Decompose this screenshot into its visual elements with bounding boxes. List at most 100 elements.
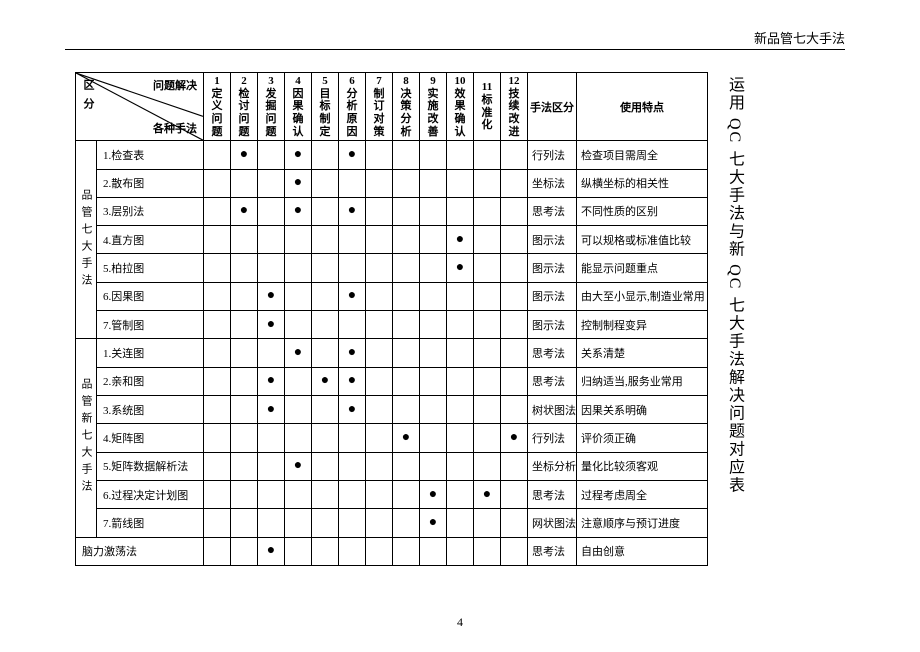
corner-top-label: 问题解决: [153, 77, 197, 93]
method-cell: 坐标分析: [528, 452, 577, 480]
step-cell: [501, 197, 528, 225]
table-row: 3.系统图●●树状图法因果关系明确: [76, 396, 708, 424]
feature-cell: 注意顺序与预订进度: [577, 509, 708, 537]
method-cell: 行列法: [528, 141, 577, 169]
step-cell: [501, 169, 528, 197]
step-cell: [420, 396, 447, 424]
page-number: 4: [0, 615, 920, 630]
step-cell: [447, 339, 474, 367]
step-cell: [393, 254, 420, 282]
step-cell: [258, 254, 285, 282]
step-cell: ●: [258, 311, 285, 339]
step-cell: [366, 452, 393, 480]
row-label: 7.管制图: [97, 311, 204, 339]
dot-mark: ●: [267, 288, 275, 303]
step-cell: [258, 226, 285, 254]
step-cell: ●: [285, 339, 312, 367]
step-cell: [339, 254, 366, 282]
feature-cell: 能显示问题重点: [577, 254, 708, 282]
step-cell: [204, 509, 231, 537]
method-cell: 思考法: [528, 367, 577, 395]
step-cell: [474, 311, 501, 339]
step-cell: [393, 141, 420, 169]
step-cell: [339, 311, 366, 339]
table-row: 4.直方图●图示法可以规格或标准值比较: [76, 226, 708, 254]
dot-mark: ●: [510, 430, 518, 445]
step-cell: [420, 197, 447, 225]
step-cell: [204, 424, 231, 452]
feature-cell: 可以规格或标准值比较: [577, 226, 708, 254]
method-cell: 坐标法: [528, 169, 577, 197]
step-cell: [474, 424, 501, 452]
step-cell: [231, 480, 258, 508]
feature-cell: 评价须正确: [577, 424, 708, 452]
step-cell: [474, 537, 501, 565]
feature-cell: 量化比较须客观: [577, 452, 708, 480]
step-cell: [393, 197, 420, 225]
step-cell: [420, 537, 447, 565]
step-cell: [420, 452, 447, 480]
dot-mark: ●: [294, 175, 302, 190]
dot-mark: ●: [348, 402, 356, 417]
step-cell: [204, 339, 231, 367]
group-label: 品管七大手法: [76, 141, 97, 339]
dot-mark: ●: [429, 487, 437, 502]
step-cell: [393, 537, 420, 565]
step-cell: [366, 141, 393, 169]
step-cell: [474, 197, 501, 225]
step-cell: [204, 141, 231, 169]
row-label: 3.系统图: [97, 396, 204, 424]
method-cell: 图示法: [528, 311, 577, 339]
step-cell: [312, 311, 339, 339]
step-cell: [474, 282, 501, 310]
header-text: 新品管七大手法: [754, 31, 845, 46]
corner-side-label: 区分: [80, 79, 96, 117]
feature-cell: 检查项目需周全: [577, 141, 708, 169]
content-area: 区分 问题解决 各种手法 1定义问题2检讨问题3发掘问题4因果确认5目标制定6分…: [75, 72, 746, 566]
step-cell: [312, 197, 339, 225]
feature-cell: 自由创意: [577, 537, 708, 565]
vertical-title: 运用 QC 七大手法与新 QC 七大手法解决问题对应表: [722, 72, 746, 566]
method-cell: 行列法: [528, 424, 577, 452]
step-cell: [447, 480, 474, 508]
step-cell: [339, 226, 366, 254]
dot-mark: ●: [402, 430, 410, 445]
step-cell: [420, 339, 447, 367]
step-cell: ●: [420, 509, 447, 537]
step-cell: [258, 169, 285, 197]
step-cell: [366, 311, 393, 339]
step-cell: [312, 339, 339, 367]
step-cell: [501, 339, 528, 367]
step-header: 11标准化: [474, 73, 501, 141]
step-cell: ●: [285, 169, 312, 197]
step-cell: [258, 480, 285, 508]
table-row: 7.箭线图●网状图法注意顺序与预订进度: [76, 509, 708, 537]
method-col-header: 手法区分: [528, 73, 577, 141]
dot-mark: ●: [294, 345, 302, 360]
step-cell: [366, 396, 393, 424]
table-row: 6.因果图●●图示法由大至小显示,制造业常用: [76, 282, 708, 310]
step-cell: [366, 339, 393, 367]
dot-mark: ●: [483, 487, 491, 502]
step-cell: ●: [339, 396, 366, 424]
step-cell: [231, 282, 258, 310]
row-label: 2.散布图: [97, 169, 204, 197]
dot-mark: ●: [294, 458, 302, 473]
step-cell: [447, 367, 474, 395]
feature-cell: 纵横坐标的相关性: [577, 169, 708, 197]
dot-mark: ●: [456, 232, 464, 247]
feature-cell: 控制制程变异: [577, 311, 708, 339]
step-cell: [312, 169, 339, 197]
step-cell: [474, 452, 501, 480]
table-row: 5.柏拉图●图示法能显示问题重点: [76, 254, 708, 282]
step-header: 8决策分析: [393, 73, 420, 141]
step-cell: [312, 396, 339, 424]
dot-mark: ●: [267, 402, 275, 417]
row-label: 4.直方图: [97, 226, 204, 254]
table-body: 品管七大手法1.检查表●●●行列法检查项目需周全2.散布图 ● 坐标法纵横坐标的相关…: [76, 141, 708, 566]
dot-mark: ●: [321, 373, 329, 388]
step-cell: [447, 424, 474, 452]
step-cell: [393, 452, 420, 480]
table-row: 品管七大手法1.检查表●●●行列法检查项目需周全: [76, 141, 708, 169]
row-label: 2.亲和图: [97, 367, 204, 395]
